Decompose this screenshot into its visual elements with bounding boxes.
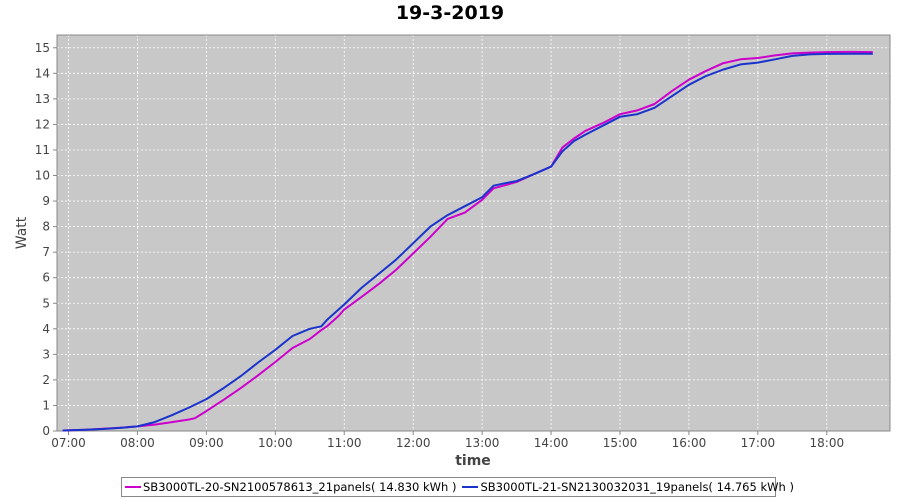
y-tick-label: 6 xyxy=(42,271,50,285)
legend-swatch-series-1 xyxy=(125,486,141,488)
y-tick-label: 7 xyxy=(42,245,50,259)
y-tick-label: 3 xyxy=(42,347,50,361)
x-tick-label: 12:00 xyxy=(396,436,431,450)
y-tick-label: 14 xyxy=(35,66,50,80)
chart-title: 19-3-2019 xyxy=(395,2,505,24)
series-line-1 xyxy=(62,50,873,432)
x-tick-label: 10:00 xyxy=(258,436,293,450)
y-tick-label: 5 xyxy=(42,296,50,310)
x-tick-label: 15:00 xyxy=(603,436,638,450)
legend-label-series-1: SB3000TL-20-SN2100578613_21panels( 14.83… xyxy=(143,480,457,494)
legend-label-series-2: SB3000TL-21-SN2130032031_19panels( 14.76… xyxy=(480,480,794,494)
legend-item-series-1: SB3000TL-20-SN2100578613_21panels( 14.83… xyxy=(125,480,456,494)
plot-background xyxy=(57,35,890,431)
y-tick-label: 11 xyxy=(35,143,50,157)
x-tick-label: 07:00 xyxy=(51,436,86,450)
y-tick-label: 10 xyxy=(35,169,50,183)
series-lines xyxy=(62,50,873,432)
x-tick-label: 17:00 xyxy=(741,436,776,450)
x-tick-label: 08:00 xyxy=(120,436,155,450)
plot-border xyxy=(56,34,891,432)
y-tick-label: 12 xyxy=(35,117,50,131)
y-tick-label: 2 xyxy=(42,373,50,387)
x-tick-label: 18:00 xyxy=(810,436,845,450)
y-tick-label: 8 xyxy=(42,220,50,234)
x-tick-label: 16:00 xyxy=(672,436,707,450)
y-tick-label: 4 xyxy=(42,322,50,336)
x-tick-label: 13:00 xyxy=(465,436,500,450)
series-line-2 xyxy=(62,52,873,432)
y-tick-label: 1 xyxy=(42,398,50,412)
x-axis-title: time xyxy=(455,453,491,469)
legend-swatch-series-2 xyxy=(462,486,479,488)
x-tick-label: 14:00 xyxy=(534,436,569,450)
x-tick-label: 09:00 xyxy=(189,436,224,450)
y-tick-label: 15 xyxy=(35,41,50,55)
legend: SB3000TL-20-SN2100578613_21panels( 14.83… xyxy=(121,477,794,497)
y-tick-label: 13 xyxy=(35,92,50,106)
gridlines xyxy=(57,35,890,432)
legend-item-series-2: SB3000TL-21-SN2130032031_19panels( 14.76… xyxy=(462,480,794,494)
y-tick-label: 0 xyxy=(42,424,50,438)
y-axis-title: Watt xyxy=(14,216,30,249)
x-tick-label: 11:00 xyxy=(327,436,362,450)
y-tick-label: 9 xyxy=(42,194,50,208)
